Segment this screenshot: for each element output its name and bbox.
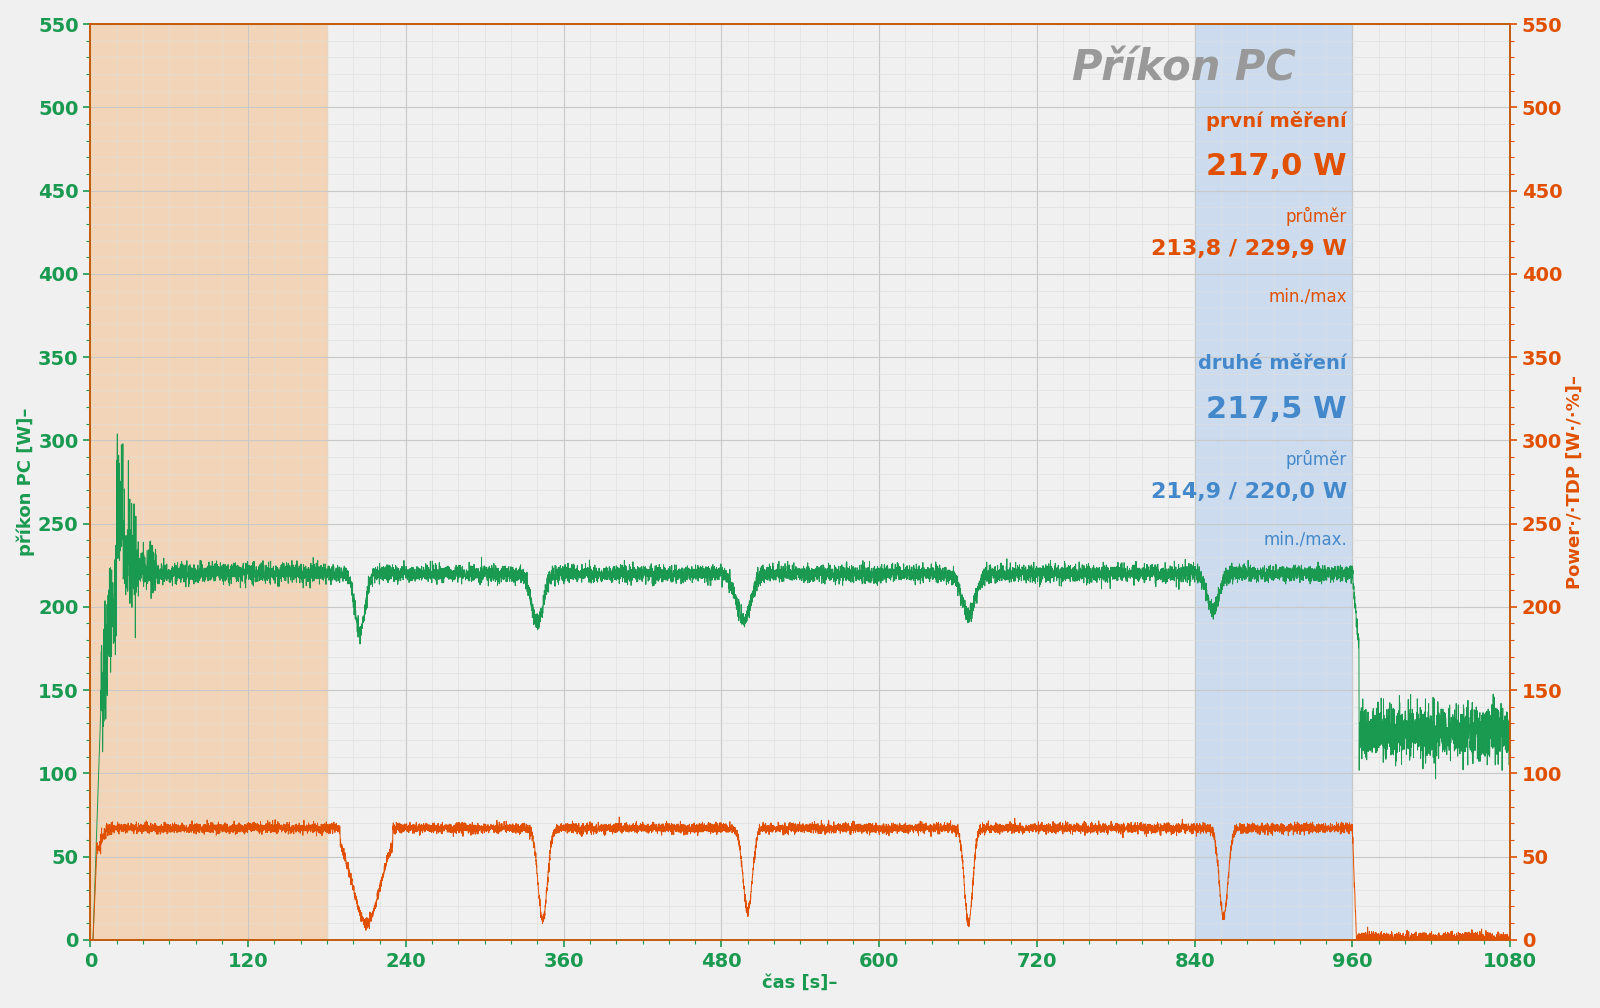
Bar <box>90 24 326 939</box>
Text: první měření: první měření <box>1206 111 1347 131</box>
Text: průměr: průměr <box>1286 450 1347 469</box>
Text: Příkon PC: Příkon PC <box>1072 47 1296 89</box>
X-axis label: čas [s]–: čas [s]– <box>763 974 838 991</box>
Text: 214,9 / 220,0 W: 214,9 / 220,0 W <box>1150 482 1347 502</box>
Text: 217,0 W: 217,0 W <box>1206 152 1347 181</box>
Y-axis label: Power·/·TDP [W·/·%]–: Power·/·TDP [W·/·%]– <box>1565 375 1584 589</box>
Text: druhé měření: druhé měření <box>1198 354 1347 373</box>
Text: 213,8 / 229,9 W: 213,8 / 229,9 W <box>1150 239 1347 259</box>
Y-axis label: příkon PC [W]–: příkon PC [W]– <box>16 407 35 556</box>
Text: min./max: min./max <box>1269 288 1347 305</box>
Bar <box>1195 24 1352 939</box>
Text: 217,5 W: 217,5 W <box>1206 395 1347 424</box>
Text: min./max.: min./max. <box>1262 530 1347 548</box>
Text: průměr: průměr <box>1286 208 1347 227</box>
